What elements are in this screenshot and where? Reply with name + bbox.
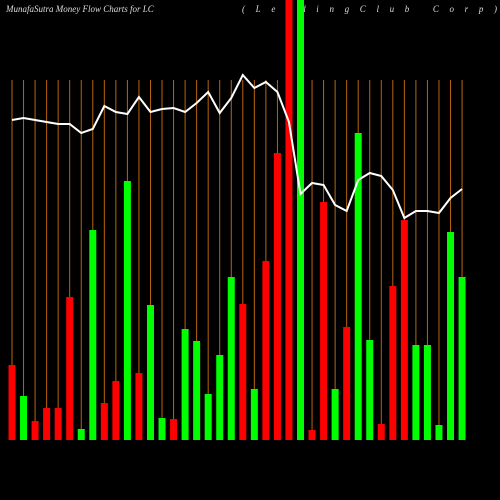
bar <box>20 396 28 440</box>
bar <box>320 202 328 440</box>
bar <box>100 403 108 440</box>
bar <box>273 153 281 440</box>
bar <box>331 389 339 440</box>
money-flow-line <box>11 73 463 220</box>
bar <box>170 419 178 440</box>
bar <box>423 345 431 440</box>
bar <box>43 408 51 440</box>
bar <box>377 424 385 440</box>
bar <box>112 381 120 440</box>
bar <box>389 286 397 440</box>
bar <box>412 345 420 440</box>
bar <box>89 230 97 440</box>
bar <box>135 373 143 440</box>
bar <box>193 341 201 440</box>
bar <box>146 305 154 440</box>
bar <box>31 421 39 440</box>
bar <box>158 418 166 440</box>
bar <box>227 277 235 440</box>
bar <box>447 232 455 440</box>
bar <box>239 304 247 440</box>
bar <box>54 408 62 440</box>
bar <box>204 394 212 440</box>
bar <box>123 181 131 440</box>
bar <box>216 355 224 440</box>
bar <box>308 430 316 440</box>
bar <box>435 425 443 440</box>
bar <box>285 0 293 440</box>
bar <box>343 327 351 440</box>
bar <box>8 365 16 440</box>
chart-title: MunafaSutra Money Flow Charts for LC <box>5 4 155 14</box>
bar <box>66 297 74 440</box>
bar <box>458 277 466 440</box>
bar <box>262 261 270 440</box>
bar <box>181 329 189 440</box>
bar <box>354 133 362 440</box>
bar <box>250 389 258 440</box>
bar <box>366 340 374 440</box>
bar <box>400 220 408 440</box>
bar <box>297 0 304 440</box>
bar <box>77 429 85 440</box>
